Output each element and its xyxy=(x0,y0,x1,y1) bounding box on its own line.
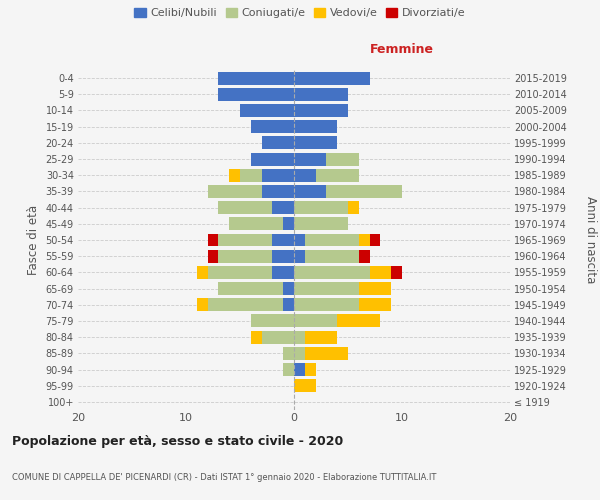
Bar xyxy=(251,152,294,166)
Bar xyxy=(294,266,370,279)
Bar xyxy=(294,363,305,376)
Bar xyxy=(305,250,359,262)
Bar xyxy=(391,266,402,279)
Text: Popolazione per età, sesso e stato civile - 2020: Popolazione per età, sesso e stato civil… xyxy=(12,435,343,448)
Bar xyxy=(218,88,294,101)
Bar xyxy=(326,152,359,166)
Bar xyxy=(251,314,294,328)
Bar xyxy=(240,169,262,181)
Bar xyxy=(359,298,391,311)
Bar xyxy=(283,282,294,295)
Bar xyxy=(294,120,337,133)
Bar xyxy=(305,330,337,344)
Bar xyxy=(262,169,294,181)
Bar xyxy=(208,185,262,198)
Y-axis label: Anni di nascita: Anni di nascita xyxy=(584,196,597,284)
Text: COMUNE DI CAPPELLA DE' PICENARDI (CR) - Dati ISTAT 1° gennaio 2020 - Elaborazion: COMUNE DI CAPPELLA DE' PICENARDI (CR) - … xyxy=(12,473,436,482)
Bar xyxy=(294,218,348,230)
Bar xyxy=(272,250,294,262)
Bar xyxy=(305,234,359,246)
Bar xyxy=(294,282,359,295)
Bar xyxy=(359,282,391,295)
Legend: Celibi/Nubili, Coniugati/e, Vedovi/e, Divorziati/e: Celibi/Nubili, Coniugati/e, Vedovi/e, Di… xyxy=(132,6,468,20)
Bar xyxy=(294,347,305,360)
Bar xyxy=(370,266,391,279)
Y-axis label: Fasce di età: Fasce di età xyxy=(27,205,40,275)
Text: Femmine: Femmine xyxy=(370,44,434,57)
Bar xyxy=(370,234,380,246)
Bar xyxy=(218,201,272,214)
Bar xyxy=(294,136,337,149)
Bar xyxy=(240,104,294,117)
Bar xyxy=(294,314,337,328)
Bar xyxy=(294,250,305,262)
Bar xyxy=(283,347,294,360)
Bar xyxy=(251,330,262,344)
Bar xyxy=(218,234,272,246)
Bar xyxy=(272,266,294,279)
Bar xyxy=(283,218,294,230)
Bar xyxy=(218,282,283,295)
Bar xyxy=(294,169,316,181)
Bar xyxy=(294,185,326,198)
Bar xyxy=(251,120,294,133)
Bar xyxy=(197,266,208,279)
Bar xyxy=(208,266,272,279)
Bar xyxy=(348,201,359,214)
Bar xyxy=(283,363,294,376)
Bar xyxy=(218,250,272,262)
Bar xyxy=(218,72,294,85)
Bar xyxy=(359,250,370,262)
Bar xyxy=(294,330,305,344)
Bar xyxy=(337,314,380,328)
Bar xyxy=(359,234,370,246)
Bar xyxy=(262,330,294,344)
Bar xyxy=(294,104,348,117)
Bar xyxy=(316,169,359,181)
Bar xyxy=(197,298,208,311)
Bar xyxy=(294,298,359,311)
Bar xyxy=(294,201,348,214)
Bar xyxy=(294,234,305,246)
Bar xyxy=(305,363,316,376)
Bar xyxy=(294,88,348,101)
Bar xyxy=(272,234,294,246)
Bar xyxy=(208,298,283,311)
Bar xyxy=(272,201,294,214)
Bar xyxy=(229,169,240,181)
Bar xyxy=(208,234,218,246)
Bar xyxy=(305,347,348,360)
Bar xyxy=(294,379,316,392)
Bar xyxy=(208,250,218,262)
Bar xyxy=(262,136,294,149)
Bar xyxy=(283,298,294,311)
Bar xyxy=(294,72,370,85)
Bar xyxy=(326,185,402,198)
Bar xyxy=(229,218,283,230)
Bar xyxy=(262,185,294,198)
Bar xyxy=(294,152,326,166)
